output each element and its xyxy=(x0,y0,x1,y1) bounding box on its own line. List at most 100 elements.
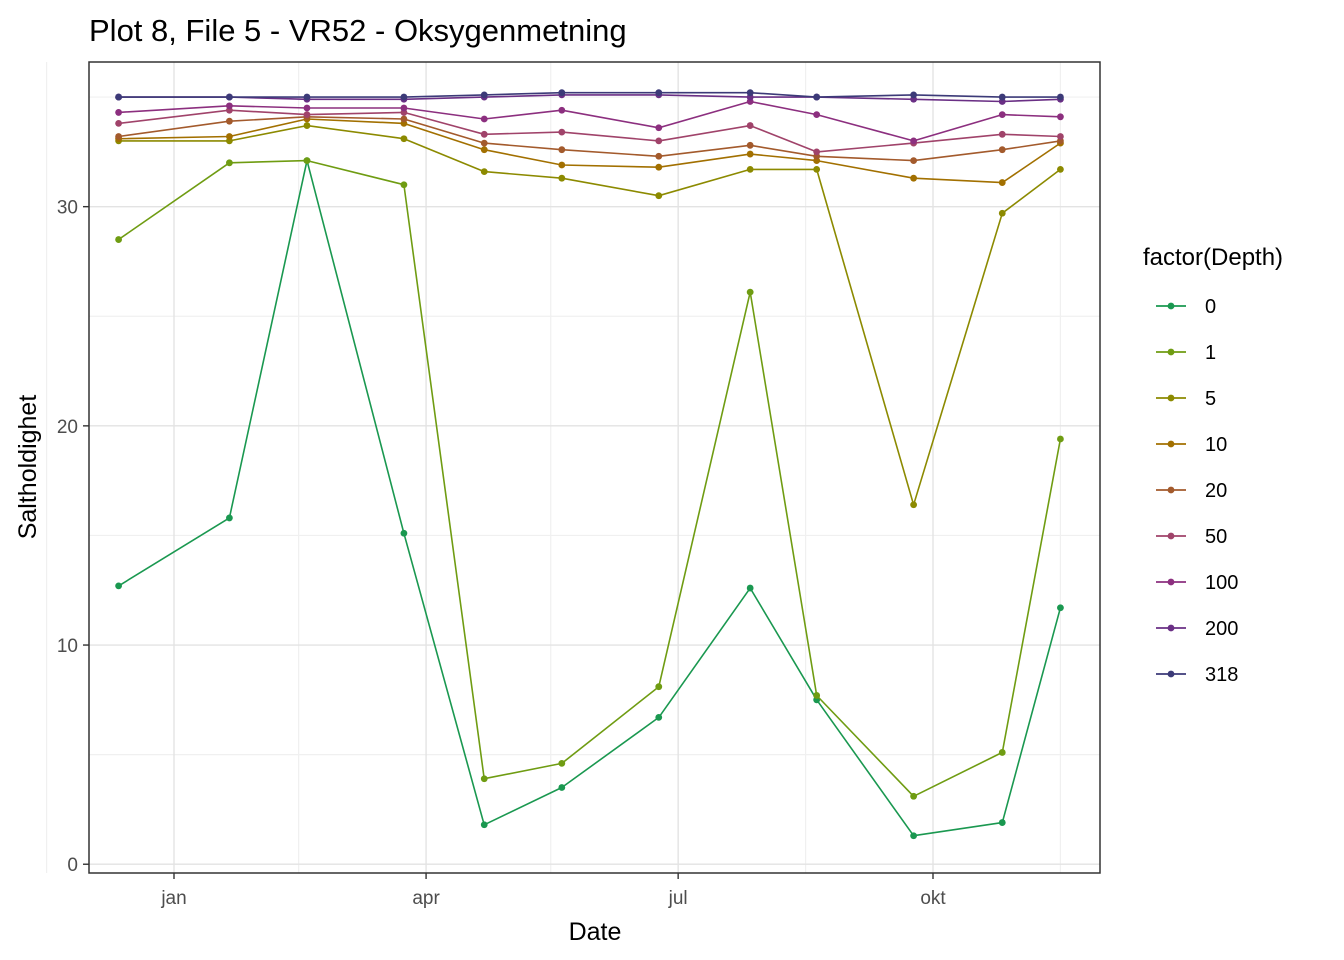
legend-item-0-swatch-point xyxy=(1167,302,1175,310)
series-318-point xyxy=(558,89,566,97)
legend-item-50-label: 50 xyxy=(1205,526,1227,548)
series-100-point xyxy=(813,111,821,119)
legend-title: factor(Depth) xyxy=(1143,244,1283,271)
y-tick-label: 10 xyxy=(57,636,78,657)
series-1-point xyxy=(655,683,663,691)
series-10-point xyxy=(746,150,754,158)
x-tick-label: apr xyxy=(412,888,440,909)
series-1-line xyxy=(118,159,1062,798)
series-20-line xyxy=(118,116,1061,162)
series-50-point xyxy=(813,148,821,156)
series-1-point xyxy=(115,236,122,243)
y-axis-title: Saltholdighet xyxy=(14,395,42,540)
legend-item-200-label: 200 xyxy=(1205,618,1238,640)
series-50-point xyxy=(1057,133,1064,140)
axes: 0 10 20 30 jan apr jul okt xyxy=(57,61,1101,909)
series-0-point xyxy=(558,784,566,791)
y-tick-label: 30 xyxy=(57,198,78,219)
series-318-point xyxy=(400,93,408,101)
series-20-point xyxy=(558,146,566,154)
series-1-point xyxy=(998,749,1006,756)
series-5-point xyxy=(480,168,488,175)
series-0-point xyxy=(400,529,408,537)
series-20-point xyxy=(998,146,1006,154)
series-318-point xyxy=(1057,93,1064,101)
series-0-point xyxy=(480,821,488,829)
series-1-point xyxy=(480,775,488,783)
series-1-point xyxy=(226,159,233,167)
y-tick-label: 20 xyxy=(57,417,78,438)
series-20-point xyxy=(115,133,122,140)
series-200-line xyxy=(118,94,1061,103)
series-100-point xyxy=(910,137,918,145)
series-0-point xyxy=(1057,604,1064,612)
legend-item-1-swatch-point xyxy=(1167,348,1175,356)
series-318-point xyxy=(910,91,918,99)
series-100-point xyxy=(558,106,566,114)
series-1-point xyxy=(303,157,311,165)
series-0-point xyxy=(655,713,663,721)
legend-item-5-label: 5 xyxy=(1205,388,1216,410)
series-5-point xyxy=(746,166,754,173)
series-100-point xyxy=(1057,113,1064,121)
panel-border xyxy=(88,61,1101,874)
series-318-point xyxy=(813,93,821,101)
series-5-point xyxy=(400,135,408,143)
series-0-point xyxy=(998,819,1006,826)
legend-item-0-label: 0 xyxy=(1205,296,1216,318)
series-20-point xyxy=(910,157,918,165)
legend-item-10-label: 10 xyxy=(1205,434,1227,456)
series-318-line xyxy=(118,91,1061,98)
series-1-point xyxy=(910,792,918,800)
series-20-point xyxy=(480,139,488,147)
series-0-line xyxy=(118,159,1062,837)
series-10-point xyxy=(655,163,663,171)
series-1-point xyxy=(746,288,754,296)
series-100-point xyxy=(226,102,233,110)
series-50-point xyxy=(746,122,754,129)
legend-item-10-swatch-point xyxy=(1167,440,1175,448)
legend-item-50-swatch-point xyxy=(1167,532,1175,540)
series-10-point xyxy=(226,133,233,140)
series-100-point xyxy=(303,104,311,112)
legend-item-20-swatch-point xyxy=(1167,486,1175,494)
series-318-point xyxy=(655,89,663,97)
series-5-point xyxy=(558,174,566,182)
series-10-point xyxy=(910,174,918,182)
series-50-point xyxy=(115,119,122,127)
series-100-point xyxy=(998,111,1006,119)
series-10-point xyxy=(480,146,488,154)
x-axis-title: Date xyxy=(569,918,622,946)
series-100-line xyxy=(118,100,1061,142)
series-20-point xyxy=(400,115,408,123)
legend-item-100-swatch-point xyxy=(1167,578,1175,586)
series-0-point xyxy=(910,832,918,840)
series-100-point xyxy=(480,115,488,123)
series-0-point xyxy=(115,582,122,590)
series-50-point xyxy=(655,137,663,145)
series-50-point xyxy=(303,111,311,119)
series-318-point xyxy=(480,91,488,99)
series-5-point xyxy=(998,209,1006,217)
series-318-point xyxy=(746,89,754,97)
series-100-point xyxy=(115,109,122,116)
series-1-point xyxy=(400,181,408,189)
series-5-point xyxy=(910,501,918,509)
y-tick-label: 0 xyxy=(67,855,78,876)
legend-item-1-label: 1 xyxy=(1205,342,1216,364)
series-5-line xyxy=(118,124,1061,506)
x-tick-label: okt xyxy=(920,888,946,909)
series-1-point xyxy=(1057,435,1064,443)
series-100-point xyxy=(400,104,408,112)
series-0-point xyxy=(226,514,233,522)
series-10-point xyxy=(558,161,566,169)
legend-item-5-swatch-point xyxy=(1167,394,1175,402)
series-50-point xyxy=(480,130,488,138)
legend-item-318-swatch-point xyxy=(1167,670,1175,678)
legend-item-20-label: 20 xyxy=(1205,480,1227,502)
series-10-point xyxy=(998,179,1006,186)
series-5-point xyxy=(813,166,821,173)
x-tick-label: jan xyxy=(160,888,186,909)
plot-marks xyxy=(115,89,1064,840)
series-20-point xyxy=(746,141,754,149)
